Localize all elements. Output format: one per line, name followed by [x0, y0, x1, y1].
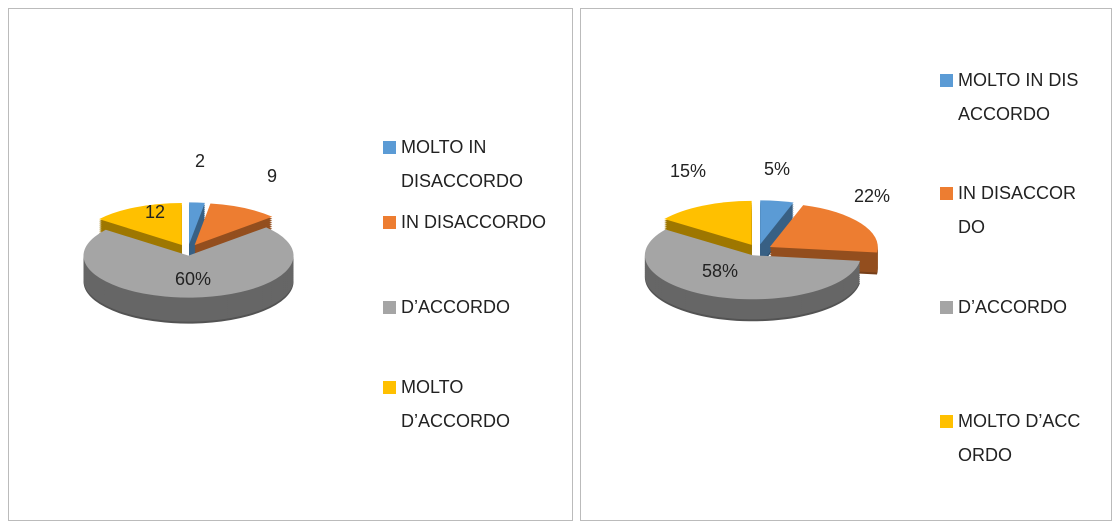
pie-slice — [83, 227, 294, 298]
data-label: 60% — [175, 269, 211, 289]
legend-swatch — [383, 381, 396, 394]
legend-item: MOLTO IN DISACCORDO — [940, 63, 1083, 131]
pie-slice — [644, 229, 860, 300]
legend-label: MOLTO D’ACCORDO — [958, 411, 1081, 465]
legend-item: IN DISACCORDO — [383, 205, 571, 239]
pie-slice — [189, 202, 205, 245]
pie-slice — [760, 200, 794, 245]
legend-item: D’ACCORDO — [940, 290, 1083, 324]
data-label: 5% — [764, 159, 790, 179]
legend-label: MOLTO IN DISACCORDO — [958, 70, 1079, 124]
legend-label: MOLTO IN DISACCORDO — [401, 137, 524, 191]
legend-swatch — [383, 141, 396, 154]
legend-label: IN DISACCORDO — [958, 183, 1077, 237]
pie-slice — [664, 200, 752, 245]
data-label: 58% — [702, 261, 738, 281]
legend-label: MOLTO D’ACCORDO — [401, 377, 511, 431]
legend-swatch — [940, 187, 953, 200]
legend-item: MOLTO D’ACCORDO — [940, 404, 1083, 472]
legend-item: D’ACCORDO — [383, 290, 571, 324]
legend-swatch — [940, 301, 953, 314]
data-label: 9 — [267, 166, 277, 186]
legend-label: D’ACCORDO — [401, 297, 511, 317]
legend-swatch — [383, 216, 396, 229]
pie-slice — [194, 203, 273, 246]
legend-label: D’ACCORDO — [958, 297, 1068, 317]
legend-item: MOLTO IN DISACCORDO — [383, 130, 571, 198]
data-label: 15% — [670, 161, 706, 181]
legend-item: MOLTO D’ACCORDO — [383, 370, 571, 438]
legend-label: IN DISACCORDO — [401, 212, 547, 232]
legend-swatch — [383, 301, 396, 314]
legend-swatch — [940, 74, 953, 87]
data-label: 2 — [195, 151, 205, 171]
data-label: 22% — [854, 186, 890, 206]
data-label: 12 — [145, 202, 165, 222]
pie-slice — [99, 202, 182, 245]
pie-slice — [769, 205, 878, 253]
legend-item: IN DISACCORDO — [940, 176, 1083, 244]
legend-swatch — [940, 415, 953, 428]
